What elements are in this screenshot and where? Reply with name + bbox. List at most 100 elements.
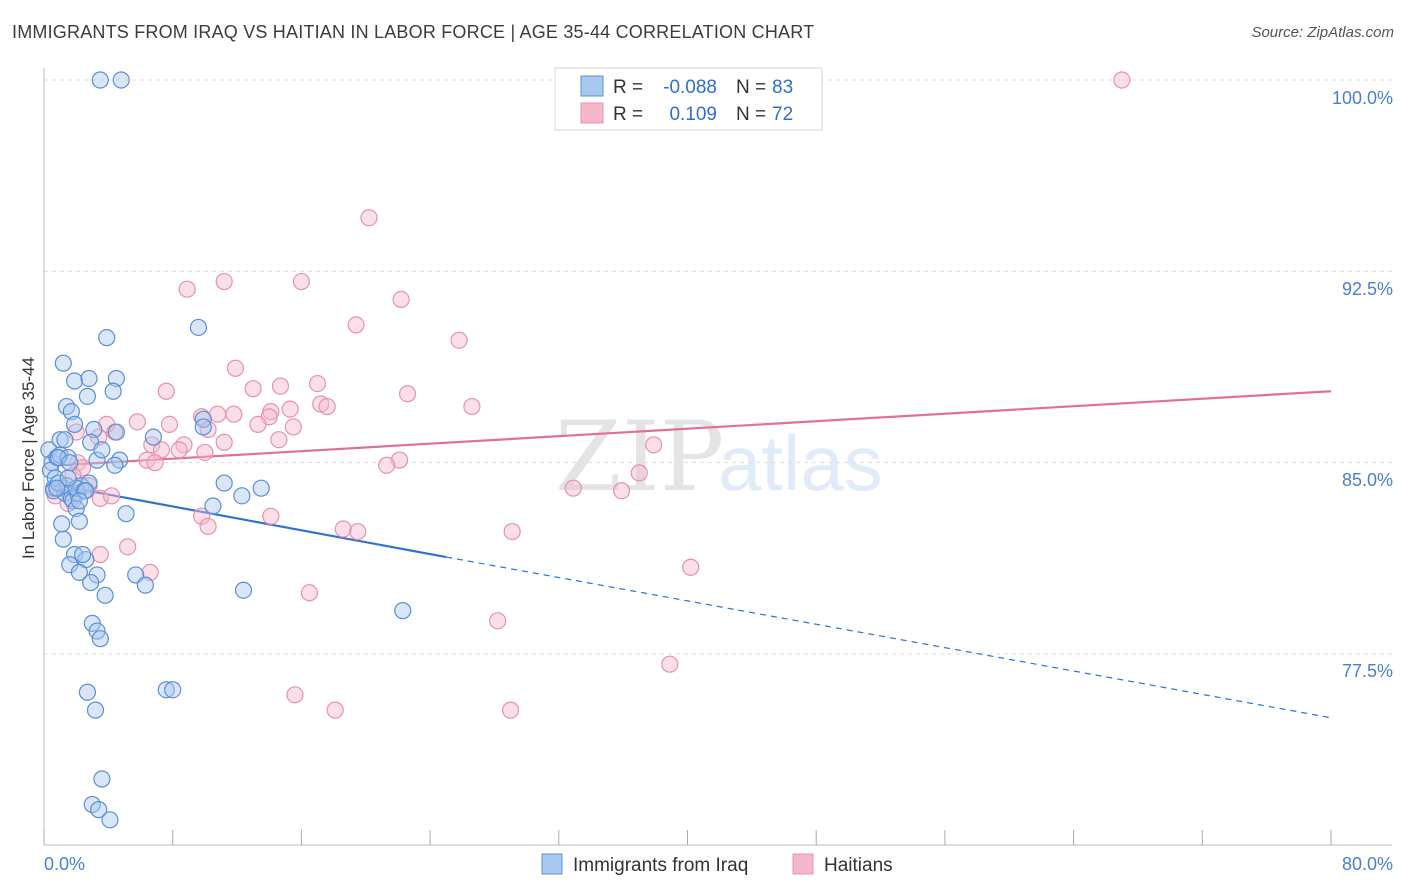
legend-n-value-pink: 72 xyxy=(772,104,793,125)
watermark-zip: ZIP xyxy=(555,401,724,513)
point-haitians-10 xyxy=(271,377,290,395)
point-iraq-40 xyxy=(96,586,114,604)
trend-line-iraq xyxy=(59,484,447,559)
point-haitians-61 xyxy=(300,584,319,602)
legend-n-value-blue: 83 xyxy=(772,77,793,98)
point-iraq-32 xyxy=(85,420,103,439)
point-iraq-70 xyxy=(157,681,175,699)
y-tick-label-85: 85.0% xyxy=(1342,470,1393,490)
y-axis-title: In Labor Force | Age 35-44 xyxy=(19,357,38,559)
bottom-legend: Immigrants from Iraq Haitians xyxy=(541,853,893,876)
point-iraq-0 xyxy=(91,71,109,89)
legend-r-value-pink: 0.109 xyxy=(669,104,717,125)
point-iraq-72 xyxy=(144,428,162,446)
point-iraq-24 xyxy=(56,431,74,449)
point-iraq-29 xyxy=(62,403,80,421)
point-iraq-79 xyxy=(48,479,66,497)
point-iraq-17 xyxy=(53,515,71,533)
legend-swatch-pink xyxy=(580,102,604,124)
legend-n-label-pink: N = xyxy=(736,104,766,125)
point-iraq-81 xyxy=(106,456,124,474)
point-haitians-20 xyxy=(209,405,227,423)
point-haitians-9 xyxy=(308,374,327,393)
bottom-legend-swatch-pink xyxy=(792,853,814,875)
point-haitians-64 xyxy=(661,655,679,673)
point-haitians-12 xyxy=(157,382,175,400)
point-haitians-5 xyxy=(392,290,410,308)
point-haitians-17 xyxy=(281,400,299,418)
point-iraq-46 xyxy=(91,630,109,648)
legend: R = -0.088 N = 83 R = 0.109 N = 72 xyxy=(554,67,823,131)
point-iraq-25 xyxy=(61,454,79,472)
point-iraq-57 xyxy=(111,451,129,469)
point-iraq-55 xyxy=(104,382,122,400)
point-haitians-19 xyxy=(225,405,243,423)
point-haitians-13 xyxy=(398,385,417,403)
bottom-legend-swatch-blue xyxy=(541,853,563,875)
point-haitians-50 xyxy=(564,479,582,497)
point-iraq-23 xyxy=(51,431,69,449)
point-iraq-28 xyxy=(65,372,84,390)
point-haitians-2 xyxy=(178,280,196,298)
watermark: ZIP atlas xyxy=(555,401,883,513)
point-haitians-36 xyxy=(196,443,214,462)
point-haitians-58 xyxy=(119,538,137,556)
point-iraq-22 xyxy=(49,448,68,467)
point-iraq-48 xyxy=(86,701,105,719)
point-haitians-65 xyxy=(286,686,304,704)
points-layer xyxy=(40,71,1131,829)
point-iraq-34 xyxy=(88,451,106,469)
point-haitians-71 xyxy=(102,487,121,505)
point-haitians-34 xyxy=(170,441,188,459)
point-haitians-63 xyxy=(682,558,700,576)
point-haitians-56 xyxy=(349,522,367,541)
point-haitians-40 xyxy=(146,454,164,472)
grid-layer xyxy=(44,79,1392,655)
point-haitians-38 xyxy=(390,451,409,469)
point-iraq-30 xyxy=(80,369,98,388)
point-iraq-80 xyxy=(93,441,111,459)
point-haitians-41 xyxy=(645,436,663,454)
legend-swatch-blue xyxy=(580,75,604,97)
point-iraq-61 xyxy=(189,318,208,337)
x-tick-label-max: 80.0% xyxy=(1342,854,1393,874)
point-haitians-15 xyxy=(318,397,336,416)
point-iraq-77 xyxy=(77,482,95,500)
point-haitians-51 xyxy=(612,482,631,500)
point-iraq-82 xyxy=(70,492,88,510)
point-iraq-53 xyxy=(107,369,125,388)
point-haitians-4 xyxy=(292,272,310,291)
point-haitians-26 xyxy=(284,418,302,436)
trend-layer xyxy=(59,390,1332,719)
chart-title: IMMIGRANTS FROM IRAQ VS HAITIAN IN LABOR… xyxy=(12,22,815,42)
point-haitians-6 xyxy=(347,316,365,334)
bottom-legend-label-pink: Haitians xyxy=(824,855,893,876)
y-tick-label-92-5: 92.5% xyxy=(1342,279,1393,299)
point-iraq-66 xyxy=(233,487,251,505)
point-iraq-69 xyxy=(394,602,412,620)
point-iraq-49 xyxy=(93,770,111,788)
point-haitians-8 xyxy=(226,359,245,377)
legend-r-label-blue: R = xyxy=(613,77,643,98)
point-iraq-65 xyxy=(215,474,233,492)
point-iraq-31 xyxy=(78,387,97,405)
point-haitians-66 xyxy=(326,701,344,719)
point-haitians-25 xyxy=(249,415,267,433)
point-haitians-7 xyxy=(450,331,468,349)
bottom-legend-label-blue: Immigrants from Iraq xyxy=(573,855,748,876)
point-haitians-27 xyxy=(199,420,217,439)
point-haitians-59 xyxy=(91,545,109,564)
point-iraq-18 xyxy=(54,530,72,548)
point-iraq-26 xyxy=(57,397,76,416)
point-iraq-76 xyxy=(59,469,77,487)
chart-source: Source: ZipAtlas.com xyxy=(1251,24,1394,41)
point-haitians-0 xyxy=(1113,71,1131,89)
point-haitians-32 xyxy=(175,436,193,454)
point-haitians-42 xyxy=(630,464,648,482)
point-haitians-11 xyxy=(244,380,262,398)
point-haitians-1 xyxy=(360,209,378,227)
x-tick-label-min: 0.0% xyxy=(44,854,85,874)
point-iraq-56 xyxy=(107,423,125,441)
point-haitians-57 xyxy=(503,522,521,541)
